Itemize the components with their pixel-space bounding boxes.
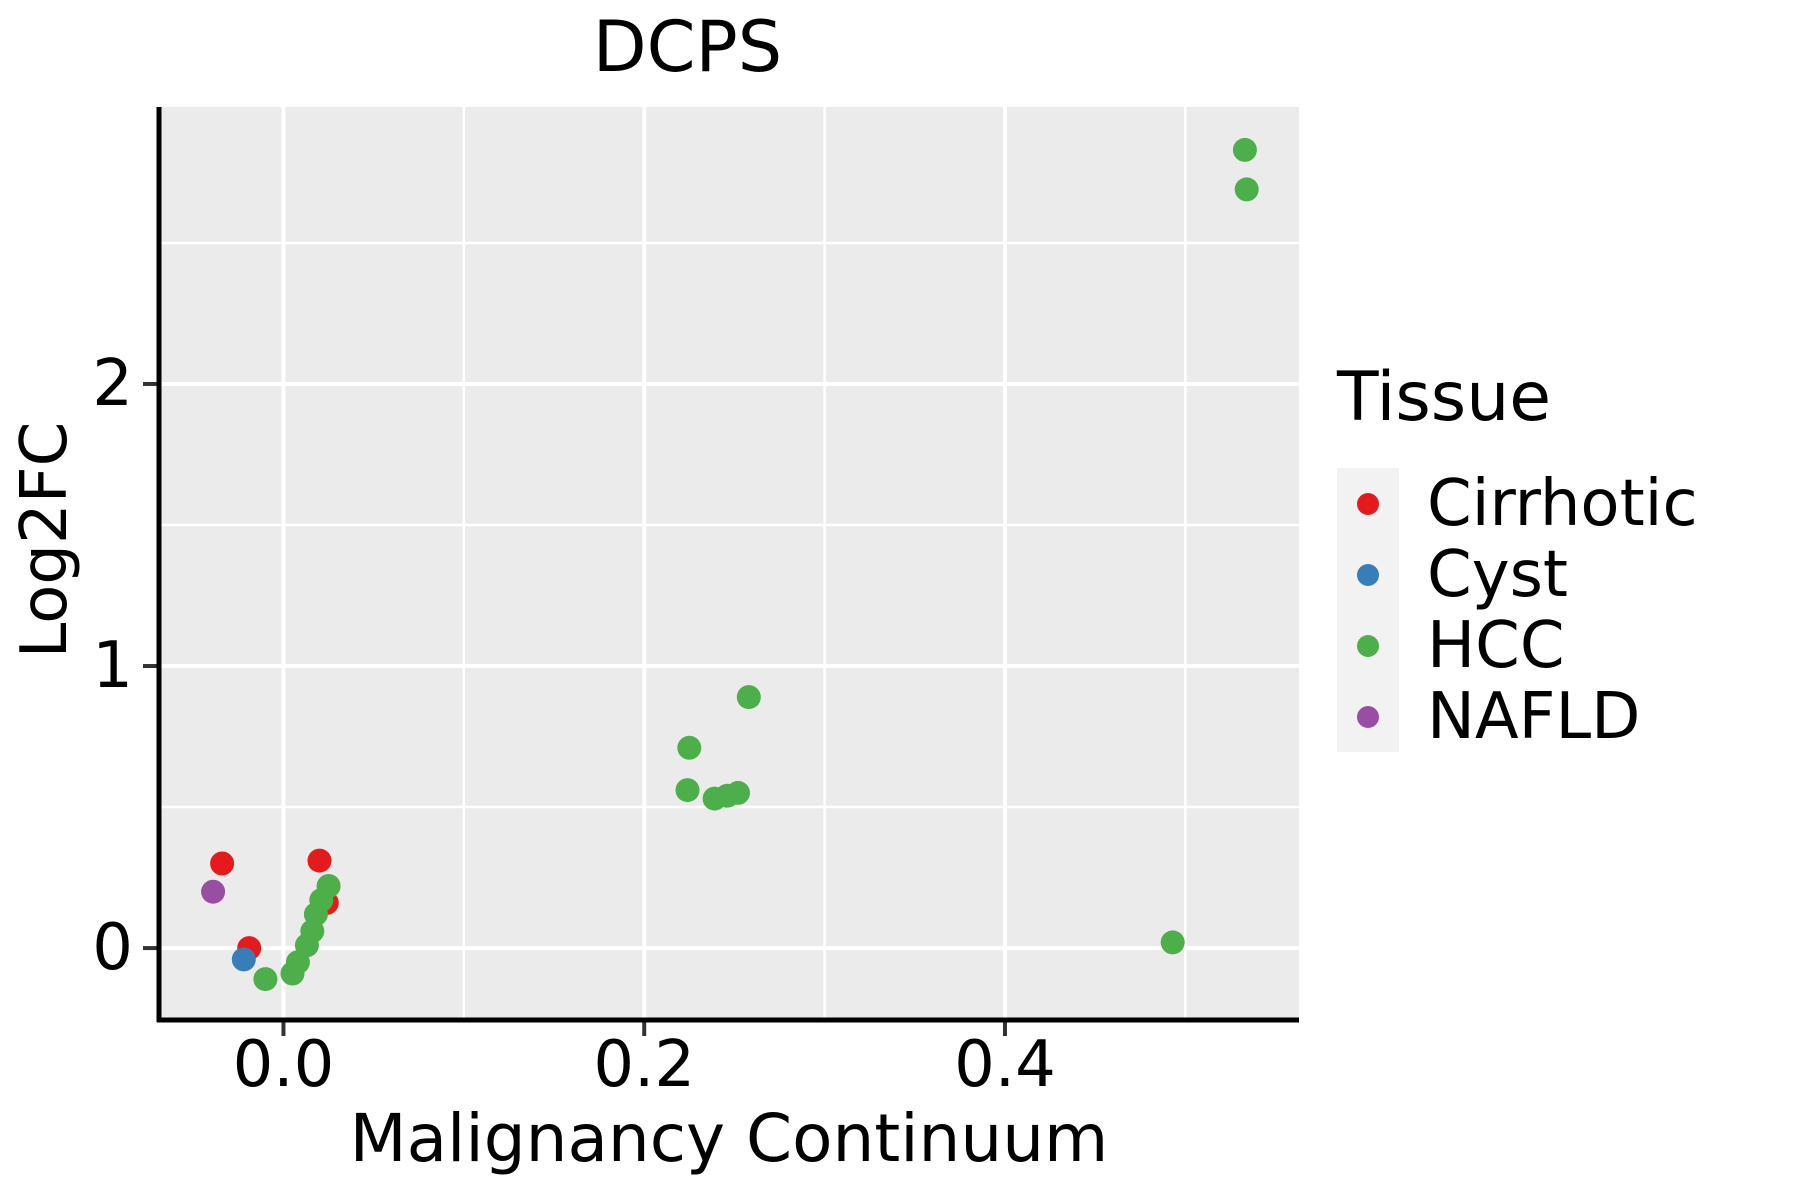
data-point-nafld bbox=[201, 879, 226, 904]
legend-label: HCC bbox=[1427, 608, 1565, 683]
chart-title: DCPS bbox=[592, 6, 783, 88]
legend-dot-icon bbox=[1357, 634, 1379, 657]
legend-key bbox=[1337, 539, 1399, 610]
x-tick-label: 0.2 bbox=[593, 1028, 696, 1102]
y-tick-label: 1 bbox=[92, 629, 133, 704]
legend-dot-icon bbox=[1357, 705, 1379, 728]
data-point-hcc bbox=[1160, 930, 1185, 955]
data-point-hcc bbox=[1234, 177, 1259, 202]
legend-key bbox=[1337, 610, 1399, 681]
data-point-hcc bbox=[1232, 137, 1257, 162]
y-tick-label: 2 bbox=[92, 346, 133, 421]
data-point-hcc bbox=[675, 778, 700, 803]
y-tick-label: 0 bbox=[92, 911, 133, 986]
legend-label: Cyst bbox=[1427, 537, 1568, 612]
legend-item-hcc: HCC bbox=[1337, 610, 1698, 681]
legend-title: Tissue bbox=[1337, 358, 1552, 437]
legend-label: Cirrhotic bbox=[1427, 466, 1698, 541]
legend-item-cyst: Cyst bbox=[1337, 539, 1698, 610]
data-point-hcc bbox=[253, 967, 278, 992]
data-point-hcc bbox=[726, 780, 750, 805]
legend: Tissue Cirrhotic Cyst HCC NAFLD bbox=[1337, 364, 1698, 752]
data-point-hcc bbox=[736, 685, 761, 710]
legend-key bbox=[1337, 681, 1399, 752]
legend-key bbox=[1337, 468, 1399, 539]
plot-panel-background bbox=[159, 107, 1299, 1020]
data-point-cyst bbox=[231, 947, 256, 972]
x-axis-title: Malignancy Continuum bbox=[349, 1100, 1109, 1177]
legend-dot-icon bbox=[1357, 492, 1379, 515]
legend-items: Cirrhotic Cyst HCC NAFLD bbox=[1337, 468, 1698, 752]
data-point-hcc bbox=[280, 961, 305, 986]
data-point-cirrhotic bbox=[307, 848, 332, 873]
data-point-cirrhotic bbox=[210, 851, 235, 876]
y-axis-title: Log2FC bbox=[8, 421, 82, 659]
x-tick-label: 0.4 bbox=[954, 1028, 1056, 1102]
data-point-hcc bbox=[677, 735, 702, 760]
legend-item-cirrhotic: Cirrhotic bbox=[1337, 468, 1698, 539]
legend-item-nafld: NAFLD bbox=[1337, 681, 1698, 752]
legend-dot-icon bbox=[1357, 563, 1379, 586]
legend-label: NAFLD bbox=[1427, 679, 1641, 754]
x-tick-label: 0.0 bbox=[232, 1028, 335, 1102]
